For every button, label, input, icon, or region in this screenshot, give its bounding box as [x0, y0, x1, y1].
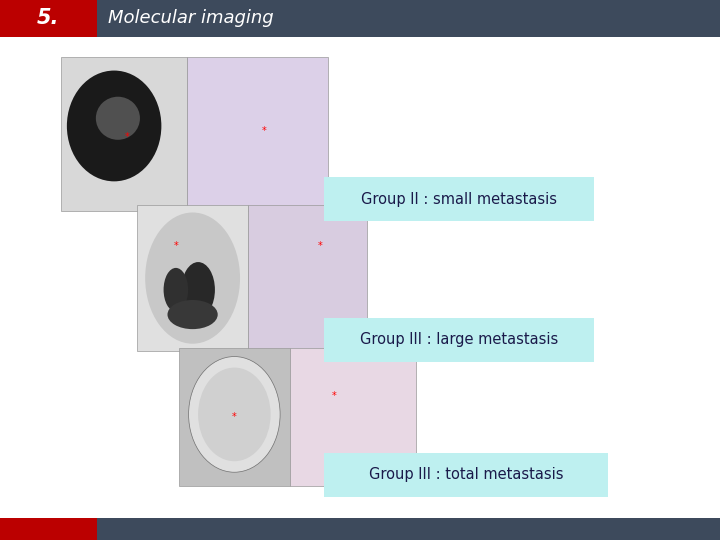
FancyBboxPatch shape	[248, 205, 367, 351]
Text: Group III : total metastasis: Group III : total metastasis	[369, 467, 564, 482]
FancyBboxPatch shape	[137, 205, 248, 351]
Ellipse shape	[189, 356, 280, 472]
Ellipse shape	[67, 71, 161, 181]
FancyBboxPatch shape	[187, 57, 328, 211]
FancyBboxPatch shape	[97, 518, 720, 540]
FancyBboxPatch shape	[179, 348, 290, 486]
Text: Group II : small metastasis: Group II : small metastasis	[361, 192, 557, 207]
FancyBboxPatch shape	[61, 57, 187, 211]
FancyBboxPatch shape	[0, 0, 97, 37]
FancyBboxPatch shape	[324, 453, 608, 497]
Text: *: *	[125, 132, 129, 141]
FancyBboxPatch shape	[290, 348, 416, 486]
Ellipse shape	[181, 262, 215, 318]
Text: *: *	[232, 412, 237, 422]
Text: Molecular imaging: Molecular imaging	[108, 9, 274, 28]
FancyBboxPatch shape	[324, 318, 594, 362]
Ellipse shape	[168, 300, 217, 329]
Ellipse shape	[96, 97, 140, 140]
FancyBboxPatch shape	[324, 177, 594, 221]
Ellipse shape	[145, 212, 240, 344]
Ellipse shape	[163, 268, 188, 312]
Text: *: *	[262, 126, 267, 136]
FancyBboxPatch shape	[0, 518, 97, 540]
Ellipse shape	[198, 368, 271, 461]
Text: 5.: 5.	[37, 8, 60, 29]
Text: *: *	[332, 392, 337, 402]
FancyBboxPatch shape	[97, 0, 720, 37]
Text: Group III : large metastasis: Group III : large metastasis	[360, 332, 558, 347]
Text: *: *	[174, 241, 179, 251]
Text: *: *	[318, 241, 322, 251]
